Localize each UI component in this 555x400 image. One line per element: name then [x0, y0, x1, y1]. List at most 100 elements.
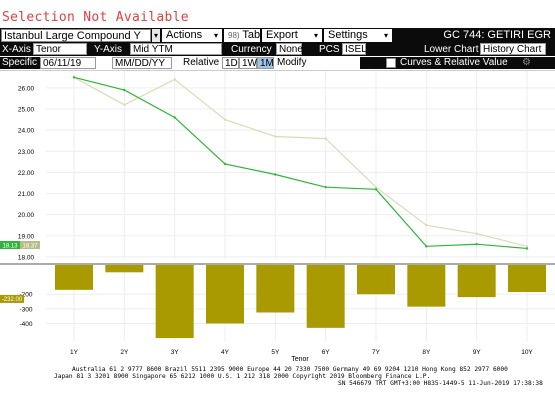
footer-line-1: Australia 61 2 9777 8600 Brazil 5511 239…	[72, 366, 508, 373]
footer-line-2: Japan 81 3 3201 8900 Singapore 65 6212 1…	[54, 373, 431, 380]
settings-arrow-icon: ▾	[383, 31, 388, 40]
lower-chart-select[interactable]: History Chart	[480, 43, 546, 55]
lower-y-axis: -200 -300 -400	[19, 292, 32, 328]
legend-label: Curves & Relative Value	[400, 57, 508, 68]
period-1w-button[interactable]: 1W	[239, 57, 257, 69]
series-point	[123, 103, 126, 106]
date-input[interactable]: 06/11/19	[40, 57, 96, 69]
bar-2Y	[105, 265, 144, 273]
upper-y-tick-label: 22.00	[18, 170, 35, 177]
series-point	[475, 243, 478, 246]
x-tick-label: 4Y	[221, 349, 230, 356]
bar-5Y	[256, 265, 295, 313]
period-1d-button[interactable]: 1D	[222, 57, 239, 69]
series-point	[374, 188, 378, 191]
lower-current-value-tag: -232.00	[2, 297, 23, 303]
series-point	[324, 137, 327, 140]
x-axis-label: X-Axis	[2, 44, 31, 55]
current-value-tag: 18.37	[22, 243, 38, 249]
date-format-input[interactable]: MM/DD/YY	[112, 57, 172, 69]
footer-line-3: SN 546679 TRT GMT+3:00 H835-1449-5 11-Ju…	[338, 380, 543, 387]
actions-menu[interactable]: Actions ▾	[162, 29, 222, 42]
ticker-title: GC 744: GETIRI EGR	[443, 29, 551, 41]
x-tick-label: 2Y	[120, 349, 129, 356]
series-point	[525, 245, 529, 248]
series-point	[173, 78, 176, 81]
current-value-tag-bg	[0, 241, 20, 249]
x-tick-label: 1Y	[70, 349, 79, 356]
y-axis-select[interactable]: Mid YTM	[130, 43, 222, 55]
series-point	[425, 224, 428, 227]
yield-curve-chart: 18.00 19.00 20.00 21.00 22.00 23.00 24.00 25.00…	[0, 71, 555, 363]
x-tick-label: 7Y	[372, 349, 381, 356]
lower-y-tick-label: -400	[19, 321, 32, 328]
settings-menu[interactable]: Settings ▾	[324, 29, 392, 42]
series-point	[274, 173, 277, 176]
status-message: Selection Not Available	[2, 10, 189, 25]
bar-4Y	[206, 265, 244, 324]
upper-y-tick-label: 25.00	[18, 107, 35, 114]
lower-current-value-bg	[0, 294, 24, 303]
legend-checkbox[interactable]	[386, 58, 396, 68]
x-tick-label: 10Y	[521, 349, 533, 356]
legend-settings-icon[interactable]: ⚙	[522, 57, 531, 68]
series-point	[274, 135, 277, 138]
legend-panel: Curves & Relative Value ⚙	[360, 57, 555, 69]
table-num: 98)	[228, 31, 240, 40]
upper-plot-area	[46, 71, 555, 259]
actions-label: Actions	[166, 29, 203, 41]
curve-select-arrow-icon[interactable]: ▾	[152, 29, 160, 42]
series-point	[525, 247, 529, 250]
x-tick-label: 6Y	[322, 349, 331, 356]
specific-label: Specific	[0, 57, 42, 69]
bar-3Y	[155, 265, 194, 339]
current-value-tag: 18.13	[2, 243, 18, 249]
currency-select[interactable]: None	[276, 43, 303, 55]
series-point	[123, 88, 126, 92]
table-button[interactable]: 98) Table	[224, 29, 269, 42]
series-point	[223, 162, 227, 166]
bar-7Y	[357, 265, 395, 295]
pcs-input[interactable]: ISEL	[342, 43, 367, 55]
upper-y-axis: 18.00 19.00 20.00 21.00 22.00 23.00 24.00 25.00…	[18, 85, 35, 261]
main-toolbar: Istanbul Large Compound Y ▾ Actions ▾ 98…	[0, 28, 555, 43]
actions-arrow-icon: ▾	[213, 31, 218, 40]
series-point	[324, 185, 327, 189]
series-point	[173, 116, 176, 119]
lower-chart-label: Lower Chart	[424, 44, 479, 55]
bar-10Y	[508, 265, 546, 293]
currency-label: Currency	[231, 44, 272, 55]
series-point	[72, 76, 76, 79]
export-menu[interactable]: Export ▾	[262, 29, 322, 42]
curve-select[interactable]: Istanbul Large Compound Y	[1, 29, 151, 42]
series-point	[223, 118, 227, 121]
relative-label: Relative	[183, 57, 220, 68]
lower-current-value: -232.00	[0, 294, 24, 303]
export-label: Export	[266, 29, 298, 41]
upper-y-tick-label: 24.00	[18, 128, 35, 135]
bar-9Y	[457, 265, 496, 298]
axis-toolbar: X-Axis Tenor Y-Axis Mid YTM Currency Non…	[0, 43, 555, 56]
upper-y-tick-label: 26.00	[18, 85, 35, 92]
lower-y-tick-label: -300	[19, 306, 32, 313]
bar-8Y	[407, 265, 446, 307]
upper-grid	[46, 71, 555, 259]
period-1m-button[interactable]: 1M	[257, 57, 274, 69]
upper-y-tick-label: 18.00	[18, 254, 35, 261]
upper-y-tick-label: 23.00	[18, 149, 35, 156]
lower-bars	[55, 265, 546, 339]
upper-current-values: 18.13 18.37	[0, 241, 40, 249]
x-tick-label: 9Y	[473, 349, 482, 356]
upper-y-tick-label: 21.00	[18, 191, 35, 198]
x-axis-ticks: 1Y 2Y 3Y 4Y 5Y 6Y 7Y 8Y 9Y 10Y	[70, 349, 533, 356]
x-tick-label: 5Y	[271, 349, 280, 356]
x-axis-title: Tenor	[291, 356, 309, 363]
x-axis-select[interactable]: Tenor	[33, 43, 87, 55]
date-toolbar: Specific 06/11/19 MM/DD/YY Relative 1D 1…	[0, 56, 555, 71]
bar-6Y	[306, 265, 345, 328]
series-point	[475, 232, 478, 235]
modify-button[interactable]: Modify	[277, 57, 307, 68]
series-line-2	[73, 76, 528, 247]
y-axis-label: Y-Axis	[94, 44, 122, 55]
series-point	[425, 245, 428, 248]
